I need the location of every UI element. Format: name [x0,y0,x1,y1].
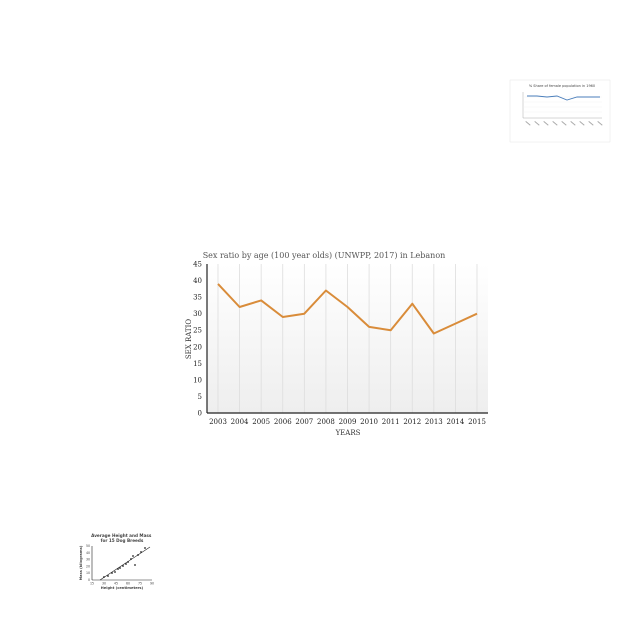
y-tick-label: 20 [193,343,202,351]
y-tick-label: 10 [193,376,202,384]
scatter-point [125,563,127,565]
x-tick-labels: 2003 2004 2005 2006 2007 2008 2009 2010 2011 2012… [209,418,486,426]
scatter-point [134,564,136,566]
scatter-y-label: Mass (kilograms) [79,545,83,580]
x-tick-label: 2008 [317,418,335,426]
scatter-points [103,547,146,578]
x-tick-label: 2011 [382,418,400,426]
scatter-x-label: Height (centimeters) [101,586,144,590]
thumbnail-title: % Share of female population in 1960 [529,84,595,88]
scatter-x-tick-labels: 15 30 45 60 75 90 [90,582,154,586]
thumbnail-x-tick-marks [525,120,603,126]
x-tick-label: 2010 [360,418,378,426]
y-tick-label: 25 [193,327,202,335]
x-tick-label: 2009 [339,418,357,426]
scatter-point [137,554,139,556]
scatter-point [107,575,109,577]
scatter-point [114,571,116,573]
y-tick-label: 40 [193,277,202,285]
scatter-point [144,547,146,549]
scatter-point [130,558,132,560]
scatter-y-tick-label: 30 [86,558,90,562]
y-tick-label: 30 [193,310,202,318]
x-tick-label: 2014 [447,418,465,426]
scatter-y-tick-label: 10 [86,571,90,575]
x-tick-label: 2005 [252,418,270,426]
scatter-point [132,555,134,557]
thumbnail-frame [509,79,611,143]
x-tick-label: 2015 [468,418,486,426]
scatter-x-tick-label: 45 [114,582,118,586]
scatter-x-tick-label: 90 [150,582,154,586]
scatter-x-tick-label: 30 [102,582,106,586]
scatter-x-tick-label: 60 [126,582,130,586]
main-chart: Sex ratio by age (100 year olds) (UNWPP,… [185,251,488,437]
scatter-point [140,551,142,553]
x-tick-label: 2004 [231,418,249,426]
gridlines [217,264,478,413]
y-tick-label: 5 [198,393,202,401]
scatter-point [119,567,121,569]
y-tick-label: 45 [193,261,202,269]
thumbnail-series-line [527,95,600,101]
scatter-y-tick-labels: 0 10 20 30 40 50 [86,544,90,582]
scatter-point [103,576,105,578]
y-tick-label: 35 [193,294,202,302]
scatter-trend-line [99,546,151,581]
chart-title: Sex ratio by age (100 year olds) (UNWPP,… [203,251,446,260]
scatter-title-line: Average Height and Mass [91,533,152,538]
x-tick-label: 2003 [209,418,227,426]
y-axis-label: SEX RATIO [185,319,193,359]
scatter-point [117,568,119,570]
x-tick-label: 2012 [403,418,421,426]
x-tick-label: 2006 [274,418,292,426]
scatter-point [111,572,113,574]
y-tick-label: 15 [193,360,202,368]
thumbnail-chart-female-share: % Share of female population in 1960 [509,79,611,143]
x-tick-label: 2013 [425,418,443,426]
scatter-point [122,565,124,567]
thumbnail-chart-dog-breeds: Average Height and Mass for 15 Dog Breed… [79,533,154,590]
x-tick-label: 2007 [295,418,313,426]
scatter-point [127,561,129,563]
x-axis-label: YEARS [335,429,361,437]
series-line [217,283,478,335]
scatter-x-tick-label: 75 [138,582,142,586]
scatter-y-tick-label: 20 [86,564,90,568]
y-tick-labels: 0 5 10 15 20 25 30 35 40 45 [193,261,202,418]
scatter-y-tick-label: 0 [88,578,90,582]
scatter-title-line: for 15 Dog Breeds [101,538,144,543]
scatter-y-tick-label: 50 [86,544,90,548]
scatter-title: Average Height and Mass for 15 Dog Breed… [91,533,153,543]
y-tick-label: 0 [198,410,202,418]
scatter-y-tick-label: 40 [86,551,90,555]
scatter-x-tick-label: 15 [90,582,94,586]
